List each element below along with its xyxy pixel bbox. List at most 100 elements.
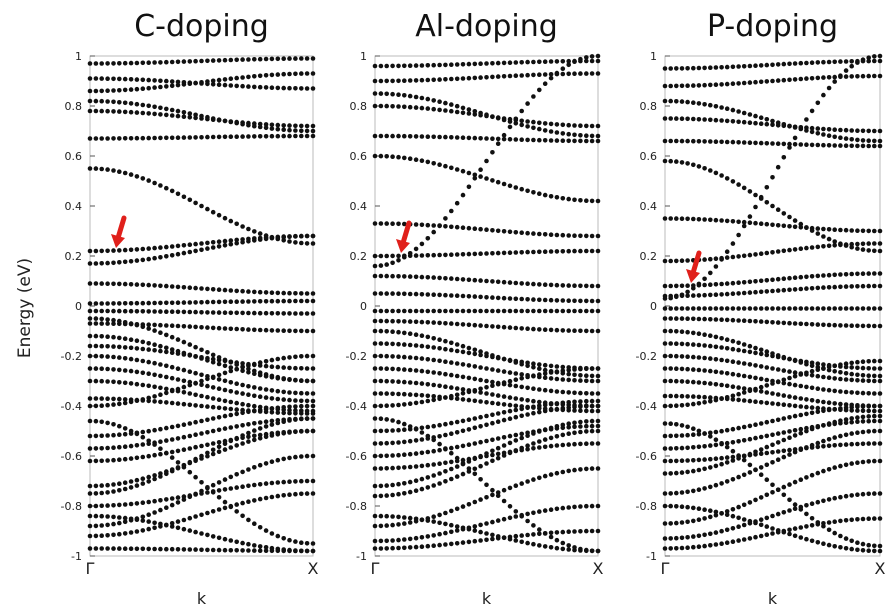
band-point <box>685 545 690 550</box>
band-point <box>572 58 577 64</box>
band-point <box>396 341 401 347</box>
band-point <box>122 345 128 350</box>
band-point <box>472 351 478 357</box>
band-point <box>413 291 419 297</box>
band-point <box>702 217 707 222</box>
band-point <box>531 405 536 410</box>
band-point <box>287 133 292 139</box>
band-point <box>736 280 741 286</box>
panel-title: P-doping <box>707 9 838 44</box>
band-point <box>548 472 554 477</box>
band-point <box>758 63 764 68</box>
band-point <box>691 426 696 432</box>
band-point <box>719 370 724 375</box>
band-point <box>146 479 151 484</box>
band-point <box>589 423 595 429</box>
band-point <box>525 188 530 194</box>
band-point <box>860 414 866 420</box>
band-point <box>169 284 175 289</box>
band-point <box>724 527 730 533</box>
band-point <box>384 329 390 334</box>
band-point <box>809 405 815 410</box>
band-point <box>809 385 815 391</box>
band-point <box>821 306 826 311</box>
band-point <box>146 519 151 524</box>
band-point <box>513 117 519 123</box>
band-point <box>222 487 228 492</box>
band-point <box>855 271 860 277</box>
band-point <box>507 449 513 455</box>
band-point <box>809 76 815 81</box>
band-point <box>396 104 401 109</box>
band-point <box>843 272 849 277</box>
band-point <box>713 264 719 269</box>
band-point <box>584 441 589 447</box>
band-point <box>234 75 239 81</box>
band-point <box>578 403 583 408</box>
band-point <box>708 317 713 322</box>
band-point <box>431 514 437 519</box>
band-point <box>798 383 804 389</box>
band-point <box>111 489 116 494</box>
band-point <box>764 278 770 283</box>
band-point <box>495 518 501 523</box>
band-point <box>372 493 378 499</box>
band-point <box>866 55 871 60</box>
band-point <box>269 422 275 427</box>
band-point <box>140 102 146 108</box>
band-point <box>560 407 566 413</box>
band-point <box>269 406 275 411</box>
band-point <box>122 109 128 115</box>
band-point <box>860 73 866 79</box>
band-point <box>478 538 483 543</box>
band-point <box>228 425 234 430</box>
band-point <box>775 207 781 212</box>
band-point <box>872 491 877 496</box>
band-point <box>117 546 122 551</box>
band-point <box>187 80 193 85</box>
band-point <box>372 63 378 69</box>
band-point <box>384 378 390 384</box>
band-point <box>164 112 169 118</box>
band-point <box>548 129 554 134</box>
band-point <box>252 428 257 433</box>
band-point <box>228 134 234 139</box>
band-point <box>152 520 157 526</box>
band-point <box>741 140 747 145</box>
band-point <box>578 373 583 378</box>
band-point <box>595 403 601 409</box>
band-point <box>781 454 787 460</box>
band-point <box>537 409 542 415</box>
band-point <box>181 401 187 407</box>
band-point <box>122 515 128 521</box>
band-point <box>495 380 501 386</box>
band-point <box>152 104 157 110</box>
band-point <box>513 533 519 539</box>
band-point <box>804 475 809 480</box>
band-point <box>472 61 478 67</box>
band-point <box>117 344 122 350</box>
band-series <box>662 491 883 541</box>
band-point <box>770 118 775 124</box>
band-point <box>724 64 730 70</box>
band-point <box>378 538 384 544</box>
band-point <box>753 375 758 381</box>
band-point <box>674 433 679 439</box>
band-point <box>798 477 804 483</box>
band-point <box>747 343 753 349</box>
band-point <box>454 103 460 109</box>
band-point <box>299 378 304 383</box>
band-point <box>525 230 530 236</box>
band-point <box>378 513 384 519</box>
band-point <box>99 490 104 496</box>
band-point <box>821 444 826 449</box>
band-point <box>730 119 736 124</box>
band-point <box>407 78 413 83</box>
band-point <box>542 406 548 412</box>
x-tick-label: X <box>593 559 604 578</box>
band-point <box>205 430 210 435</box>
band-point <box>542 232 548 237</box>
band-point <box>378 416 384 422</box>
band-point <box>111 109 116 114</box>
band-point <box>140 110 146 116</box>
